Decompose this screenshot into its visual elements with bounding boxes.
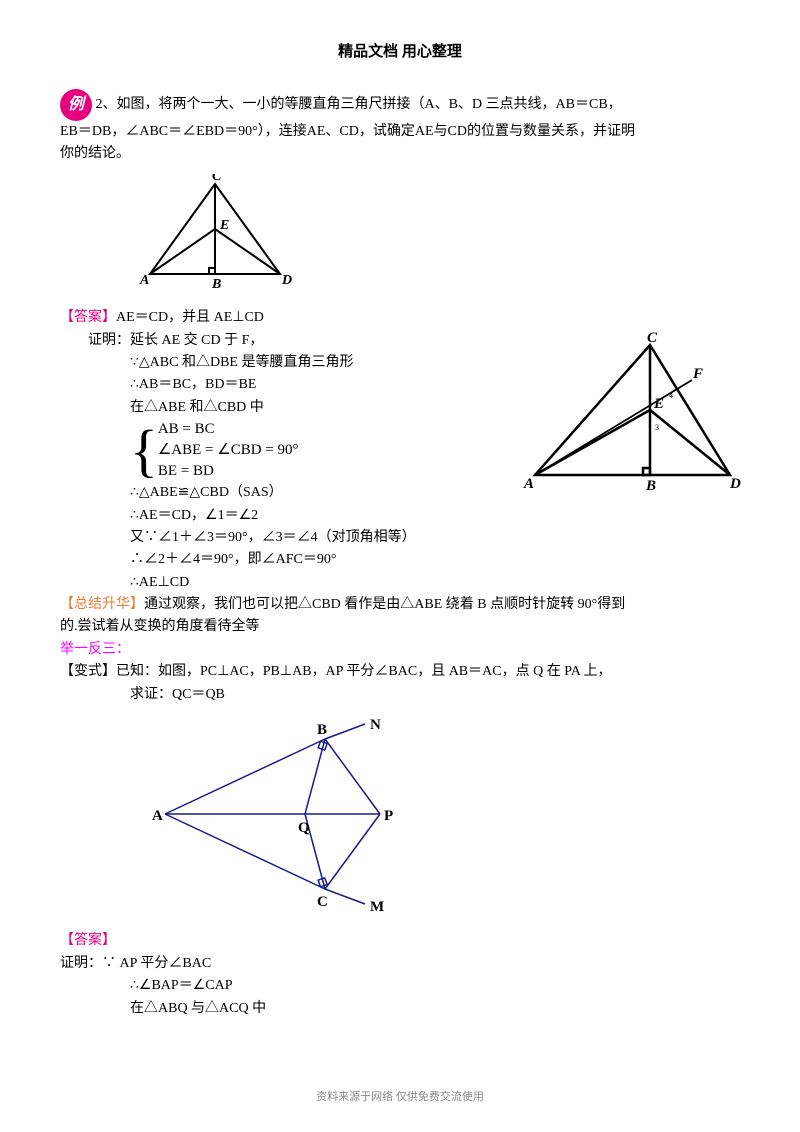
problem-line3: 你的结论。 [60, 146, 130, 161]
answer-text: AE＝CD，并且 AE⊥CD [116, 310, 264, 325]
fig3-label-c: C [317, 894, 328, 910]
variation-l2: 求证：QC＝QB [130, 687, 225, 702]
proof-l10: ∴AE⊥CD [130, 572, 510, 594]
fig1-label-a: A [139, 273, 149, 288]
answer-label: 【答案】 [60, 310, 116, 325]
variation-block: 【变式】已知：如图，PC⊥AC，PB⊥AB，AP 平分∠BAC，且 AB＝AC，… [60, 661, 740, 706]
problem-line2: EB＝DB，∠ABC＝∠EBD＝90°），连接AE、CD，试确定AE与CD的位置… [60, 124, 635, 139]
proof-l4: 在△ABE 和△CBD 中 [130, 397, 510, 419]
variation-label: 【变式】 [60, 664, 116, 679]
proof2-l1: 证明：∵ AP 平分∠BAC [60, 953, 740, 975]
fig2-label-f: F [692, 366, 703, 382]
fig2-label-c: C [647, 330, 658, 346]
problem-block: 例 2、如图，将两个一大、一小的等腰直角三角尺拼接（A、B、D 三点共线，AB＝… [60, 89, 740, 166]
fig1-label-c: C [212, 174, 222, 184]
fig3-label-q: Q [298, 820, 310, 836]
proof-l8: 又∵∠1＋∠3＝90°，∠3＝∠4（对顶角相等） [130, 527, 510, 549]
fig3-label-b: B [317, 722, 327, 738]
math-line-b: ∠ABE = ∠CBD = 90° [158, 440, 299, 461]
proof-l6: ∴△ABE≌△CBD（SAS） [130, 482, 510, 504]
math-system: { AB = BC ∠ABE = ∠CBD = 90° BE = BD [130, 419, 510, 482]
figure-triangle-1: A B C D E [130, 174, 740, 302]
summary-label: 【总结升华】 [60, 597, 144, 612]
answer2-label: 【答案】 [60, 933, 116, 948]
fig1-label-e: E [219, 218, 229, 233]
page-header: 精品文档 用心整理 [60, 40, 740, 64]
fig3-label-p: P [384, 808, 393, 824]
summary-text-1: 通过观察，我们也可以把△CBD 看作是由△ABE 绕着 B 点顺时针旋转 90°… [144, 597, 625, 612]
proof-l9: ∴∠2＋∠4＝90°，即∠AFC＝90° [130, 549, 510, 571]
svg-text:3: 3 [655, 423, 659, 432]
answer-line: 【答案】AE＝CD，并且 AE⊥CD [60, 307, 740, 329]
proof-l3: ∴AB＝BC，BD＝BE [130, 374, 510, 396]
proof-l2: ∵△ABC 和△DBE 是等腰直角三角形 [130, 352, 510, 374]
fig1-label-b: B [211, 277, 221, 292]
proof-l1: 证明：延长 AE 交 CD 于 F， [88, 330, 510, 352]
math-line-a: AB = BC [158, 419, 299, 440]
variation-l1: 已知：如图，PC⊥AC，PB⊥AB，AP 平分∠BAC，且 AB＝AC，点 Q … [116, 664, 612, 679]
variation-header: 举一反三： [60, 639, 740, 661]
fig2-label-d: D [729, 476, 741, 492]
proof-l7: ∴AE＝CD，∠1＝∠2 [130, 505, 510, 527]
figure-triangle-3: A B C M N P Q [150, 714, 740, 922]
problem-line1: 2、如图，将两个一大、一小的等腰直角三角尺拼接（A、B、D 三点共线，AB＝CB… [96, 97, 622, 112]
page-footer: 资料来源于网络 仅供免费交流使用 [0, 1089, 800, 1107]
fig1-label-d: D [281, 273, 292, 288]
proof2-l2: ∴∠BAP＝∠CAP [130, 975, 740, 997]
summary-block: 【总结升华】通过观察，我们也可以把△CBD 看作是由△ABE 绕着 B 点顺时针… [60, 594, 740, 639]
fig2-label-e: E [653, 396, 664, 412]
proof2-l3: 在△ABQ 与△ACQ 中 [130, 998, 740, 1020]
fig2-label-b: B [645, 478, 656, 494]
fig3-label-n: N [370, 717, 381, 733]
fig3-label-m: M [370, 899, 384, 914]
svg-text:4: 4 [669, 391, 673, 400]
summary-text-2: 的.尝试着从变换的角度看待全等 [60, 619, 260, 634]
fig3-label-a: A [152, 808, 163, 824]
example-badge: 例 [60, 89, 92, 121]
math-line-c: BE = BD [158, 461, 299, 482]
figure-triangle-2: A B C D E F 3 4 [510, 330, 740, 508]
fig2-label-a: A [523, 476, 534, 492]
